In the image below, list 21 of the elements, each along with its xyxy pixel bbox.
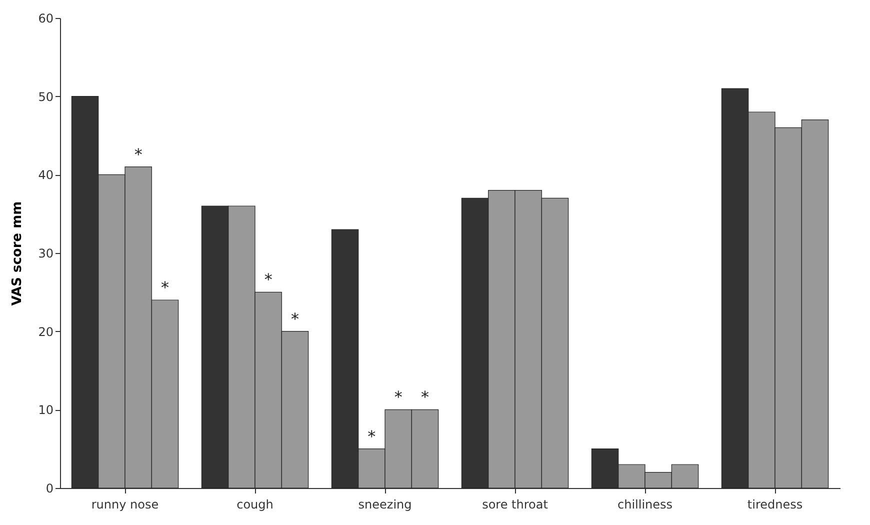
y-axis-title: VAS score mm (10, 201, 26, 306)
annotation: * (264, 270, 272, 290)
y-tick-label: 30 (38, 246, 54, 260)
x-tick-label: cough (236, 498, 274, 512)
y-tick-label: 20 (38, 324, 54, 339)
x-tick-label: sore throat (482, 498, 548, 512)
annotation: * (134, 144, 142, 164)
annotation: * (368, 426, 376, 446)
x-tick-label: chilliness (617, 498, 673, 512)
x-tick-label: tiredness (747, 498, 803, 512)
y-tick-label: 60 (38, 12, 54, 26)
y-tick-label: 40 (38, 168, 54, 182)
y-tick-label: 10 (38, 403, 54, 418)
y-tick-label: 50 (38, 90, 54, 104)
annotation: * (394, 388, 402, 407)
annotation: * (160, 278, 169, 297)
annotation: * (290, 309, 299, 328)
y-tick-label: 0 (46, 482, 54, 496)
annotation: * (420, 388, 429, 407)
x-tick-label: sneezing (358, 498, 412, 512)
x-tick-label: runny nose (91, 498, 159, 512)
